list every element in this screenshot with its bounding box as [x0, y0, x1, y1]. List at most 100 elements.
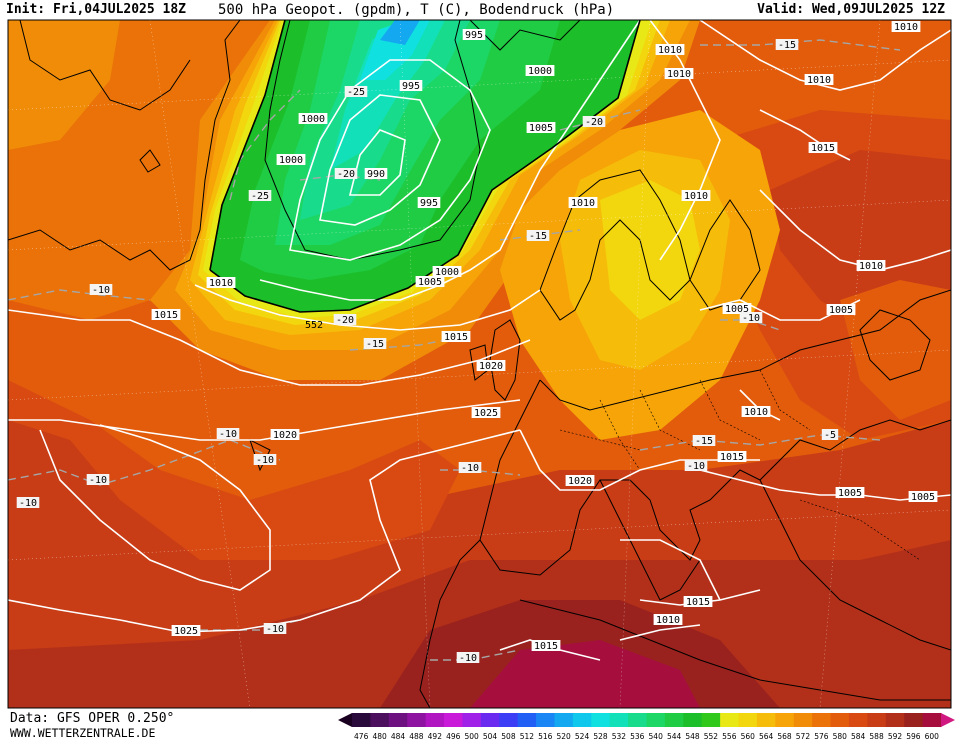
temperature-label-box [263, 623, 287, 634]
isobar-label: 995 [399, 80, 423, 92]
valid-time: Valid: Wed,09JUL2025 12Z [757, 2, 945, 17]
isobar-label-box [826, 304, 856, 315]
colorbar-swatch [738, 713, 758, 727]
isobar-label-box [432, 266, 462, 277]
isobar-label-text: 1005 [529, 123, 553, 134]
isobar-label: 1000 [525, 65, 555, 77]
isobar-label-box [664, 68, 694, 79]
isobar-label-box [462, 29, 486, 40]
temperature-label-box [582, 116, 606, 127]
isobar-label: 1010 [653, 614, 683, 626]
temperature-label-box [739, 312, 763, 323]
colorbar-swatch [591, 713, 611, 727]
colorbar-tick-label: 588 [869, 732, 884, 741]
isobar-label-box [565, 475, 595, 486]
temperature-label-text: -20 [585, 117, 603, 128]
colorbar-swatch [554, 713, 574, 727]
isobar-label-box [717, 451, 747, 462]
isobar-label-text: 1000 [301, 114, 325, 125]
borders [559, 369, 921, 561]
temperature-label-text: -10 [266, 624, 284, 635]
colorbar-tick-label: 508 [501, 732, 516, 741]
graticule [8, 20, 951, 708]
temperature-label-box [775, 39, 799, 50]
isobar-label-box [655, 44, 685, 55]
colorbar-swatch [683, 713, 703, 727]
temperature-label: -15 [363, 338, 387, 350]
temperature-label: -20 [333, 314, 357, 326]
website-credit: WWW.WETTERZENTRALE.DE [10, 726, 156, 740]
temperature-label: -10 [458, 462, 482, 474]
isobar-label: 1005 [908, 491, 938, 503]
isobar-label-text: 1005 [838, 488, 862, 499]
isobar-label-text: 1010 [744, 407, 768, 418]
temperature-label-box [253, 454, 277, 465]
colorbar-tick-label: 580 [833, 732, 848, 741]
isobar-label: 995 [462, 29, 486, 41]
temperature-label-text: -15 [695, 436, 713, 447]
temperature-label-text: -10 [687, 461, 705, 472]
temperature-label-text: -15 [778, 40, 796, 51]
colorbar-swatch [536, 713, 555, 727]
colorbar-tick-label: 492 [428, 732, 443, 741]
colorbar-swatch [720, 713, 740, 727]
colorbar-swatch [609, 713, 629, 727]
isobar-label: 1005 [526, 122, 556, 134]
isobar-label: 1000 [432, 266, 462, 278]
map-title: 500 hPa Geopot. (gpdm), T (C), Bodendruc… [218, 2, 615, 18]
isobar-label: 1010 [856, 260, 886, 272]
isobar-label-text: 1005 [725, 304, 749, 315]
temperature-label-box [684, 460, 708, 471]
isobar-label-text: 1000 [528, 66, 552, 77]
colorbar-tick-label: 528 [593, 732, 608, 741]
isobar-label-text: 1005 [829, 305, 853, 316]
temperature-label: -20 [582, 116, 606, 128]
temperature-label: -25 [344, 86, 368, 98]
isobar-label-text: 1025 [174, 626, 198, 637]
colorbar-tick-label: 488 [409, 732, 424, 741]
isobar-label: 1015 [808, 142, 838, 154]
isobar-label-text: 1005 [911, 492, 935, 503]
temperature-label-text: -15 [529, 231, 547, 242]
temperature-label-text: -5 [824, 430, 836, 441]
isobar-label: 1000 [298, 113, 328, 125]
colorbar-swatch [793, 713, 813, 727]
isobar-label-text: 1015 [444, 332, 468, 343]
isobar-label-box [171, 625, 201, 636]
isobar-label-text: 1015 [534, 641, 558, 652]
isobar-label-box [206, 277, 236, 288]
temperature-label-box [821, 429, 839, 440]
temperature-label-box [248, 190, 272, 201]
temperature-label-box [89, 284, 113, 295]
temperature-label-text: -10 [461, 463, 479, 474]
isobar-label: 1015 [717, 451, 747, 463]
isobar-label: 1010 [891, 21, 921, 33]
height-label: 552 [305, 320, 323, 331]
isobar-label-box [276, 154, 306, 165]
isobar-label-text: 1005 [418, 277, 442, 288]
isobar-label-text: 1015 [154, 310, 178, 321]
temperature-label-text: -20 [336, 315, 354, 326]
temperature-label-text: -15 [366, 339, 384, 350]
isobar-label: 1015 [683, 596, 713, 608]
isobar-label-text: 1020 [479, 361, 503, 372]
isobar-label-text: 995 [402, 81, 420, 92]
temperature-label-box [456, 652, 480, 663]
temperature-label-box [86, 474, 110, 485]
isobar-label: 1010 [681, 190, 711, 202]
temperature-labels: -25 -20 -25 -20 -20 -15 -15 -15 -10 -10 -10 -10 -10 -… [16, 39, 839, 664]
colorbar-swatch [885, 713, 905, 727]
isobar-label-text: 1020 [568, 476, 592, 487]
isobar-labels: 9959951000100010009909951005100010051010… [151, 21, 938, 652]
colorbar-swatch [646, 713, 666, 727]
isobar-label: 1005 [835, 487, 865, 499]
colorbar-tick-label: 572 [796, 732, 811, 741]
colorbar-swatch [517, 713, 537, 727]
colorbar-swatch [572, 713, 592, 727]
temperature-label-box [458, 462, 482, 473]
temperature-label-text: -10 [219, 429, 237, 440]
colorbar-swatch [499, 713, 519, 727]
colorbar-tick-label: 568 [777, 732, 792, 741]
colorbar-swatch [462, 713, 482, 727]
isobar-label-box [415, 276, 445, 287]
